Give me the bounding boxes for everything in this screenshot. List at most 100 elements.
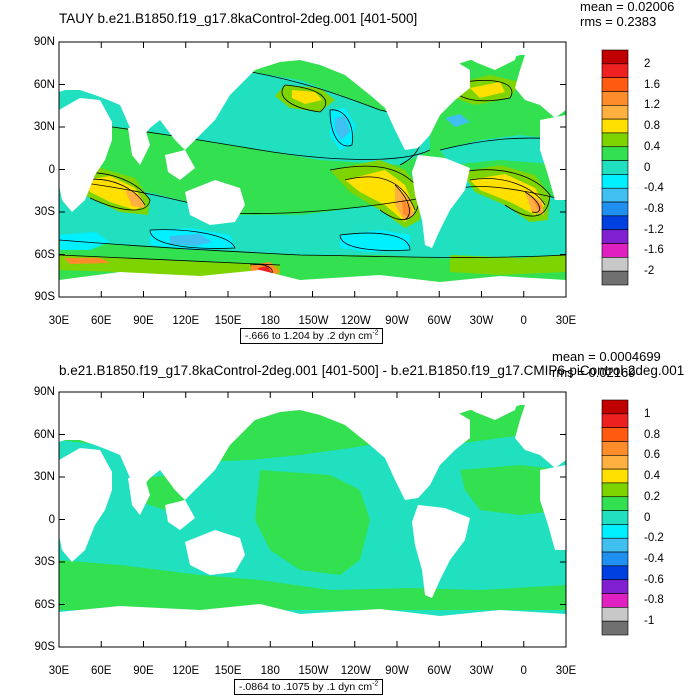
panel-1-range-label: -.666 to 1.204 by .2 dyn cm-2 (240, 328, 384, 344)
colorbar-label: 0.8 (644, 428, 660, 441)
colorbar-label: 2 (644, 57, 651, 70)
land-north-america (340, 42, 470, 150)
panel-2-green-region (460, 465, 566, 515)
colorbar-label: 0 (644, 161, 651, 174)
colorbar-label: -0.4 (644, 552, 664, 565)
colorbar-swatch (601, 160, 629, 175)
lon-label: 150E (214, 665, 242, 677)
panel-1-lightblue-region (60, 232, 110, 250)
land-africa-east (540, 465, 566, 550)
lon-label: 60E (91, 315, 112, 327)
land-india-seasia (128, 128, 195, 180)
colorbar-swatch (601, 63, 629, 78)
land-north-america (340, 392, 470, 500)
colorbar-swatch (601, 427, 629, 442)
colorbar-swatch (601, 468, 629, 484)
lon-label: 120E (172, 315, 200, 327)
land-africa (59, 98, 112, 212)
lat-label: 60N (33, 78, 55, 91)
land-south-america (412, 155, 470, 248)
colorbar-swatch (601, 215, 629, 231)
panel-1-darkorange-region (402, 198, 411, 218)
lon-label: 150E (214, 315, 242, 327)
lon-label: 30E (555, 665, 577, 677)
lon-label: 180 (260, 315, 280, 327)
lat-label: 90S (34, 641, 55, 653)
colorbar-label: -0.4 (644, 182, 664, 195)
colorbar-swatch (601, 399, 629, 415)
lon-label: 120E (172, 665, 200, 677)
lat-label: 90N (33, 386, 55, 398)
colorbar-swatch (601, 524, 629, 539)
land-europe (515, 55, 566, 118)
lon-label: 90W (385, 315, 409, 327)
colorbar-swatch (601, 607, 629, 622)
land-australia (185, 180, 245, 225)
panel-2-land (59, 392, 566, 647)
colorbar-label: -0.8 (644, 594, 664, 607)
panel-1-orange-region (125, 190, 145, 208)
colorbar-swatch (601, 104, 629, 120)
lon-label: 30W (469, 315, 494, 327)
colorbar-swatch (601, 537, 629, 553)
lon-label: 180 (260, 665, 280, 677)
lon-label: 120W (340, 315, 371, 327)
colorbar-swatch (601, 77, 629, 92)
lon-label: 60W (427, 315, 452, 327)
panel-1-yellow-region (85, 176, 145, 210)
land-europe (515, 405, 566, 468)
land-africa-east (540, 115, 566, 200)
panel-2-green-region (59, 560, 566, 610)
lon-label: 30E (48, 315, 70, 327)
colorbar-swatch (601, 229, 629, 244)
lon-label: 0 (520, 665, 527, 677)
colorbar-label: 1.6 (644, 78, 660, 91)
panel-1-title: TAUY b.e21.B1850.f19_g17.8kaControl-2deg… (59, 11, 418, 26)
lon-label: 30E (555, 315, 577, 327)
colorbar-swatch (601, 551, 629, 567)
colorbar-swatch (601, 187, 629, 203)
colorbar-swatch (601, 243, 629, 258)
lat-label: 0 (48, 513, 55, 526)
colorbar-swatch (601, 201, 629, 217)
colorbar-swatch (601, 413, 629, 428)
colorbar-swatch (601, 579, 629, 594)
colorbar-swatch (601, 593, 629, 608)
colorbar-label: 0 (644, 511, 651, 524)
panel-1-lightgreen-region (59, 255, 280, 278)
lon-label: 60W (427, 665, 452, 677)
lat-label: 90S (34, 291, 55, 303)
colorbar-swatch (601, 454, 629, 470)
panel-2-green-region (255, 470, 370, 575)
land-india-seasia (128, 478, 195, 530)
colorbar-label: -2 (644, 265, 655, 278)
land-antarctica (59, 604, 566, 647)
lon-label: 150W (298, 315, 329, 327)
lon-label: 0 (520, 315, 527, 327)
colorbar-label: 0.2 (644, 490, 660, 503)
colorbar-swatch (601, 270, 629, 286)
panel-1-rms: rms = 0.2383 (580, 14, 657, 29)
colorbar-swatch (601, 257, 629, 272)
axis-ticks (58, 41, 567, 648)
colorbar-label: 0.6 (644, 449, 660, 462)
panel-1-blue-spot (335, 116, 350, 140)
land-south-america (412, 505, 470, 598)
land-greenland (455, 42, 520, 70)
panel-1-land (59, 42, 566, 297)
colorbar-swatch (601, 132, 629, 148)
colorbar-swatch (601, 620, 629, 636)
lon-label: 90E (133, 665, 154, 677)
colorbar-swatch (601, 146, 629, 161)
colorbar-swatch (601, 91, 629, 106)
colorbar-swatch (601, 510, 629, 525)
land-greenland (455, 392, 520, 420)
colorbar-label: -0.6 (644, 573, 664, 586)
lon-label: 30W (469, 665, 494, 677)
panel-1-blue-spot (445, 114, 470, 127)
lat-label: 60S (34, 598, 55, 611)
panel-1-blue-spot (170, 234, 212, 246)
lat-label: 0 (48, 163, 55, 176)
lat-label: 30S (34, 206, 55, 218)
